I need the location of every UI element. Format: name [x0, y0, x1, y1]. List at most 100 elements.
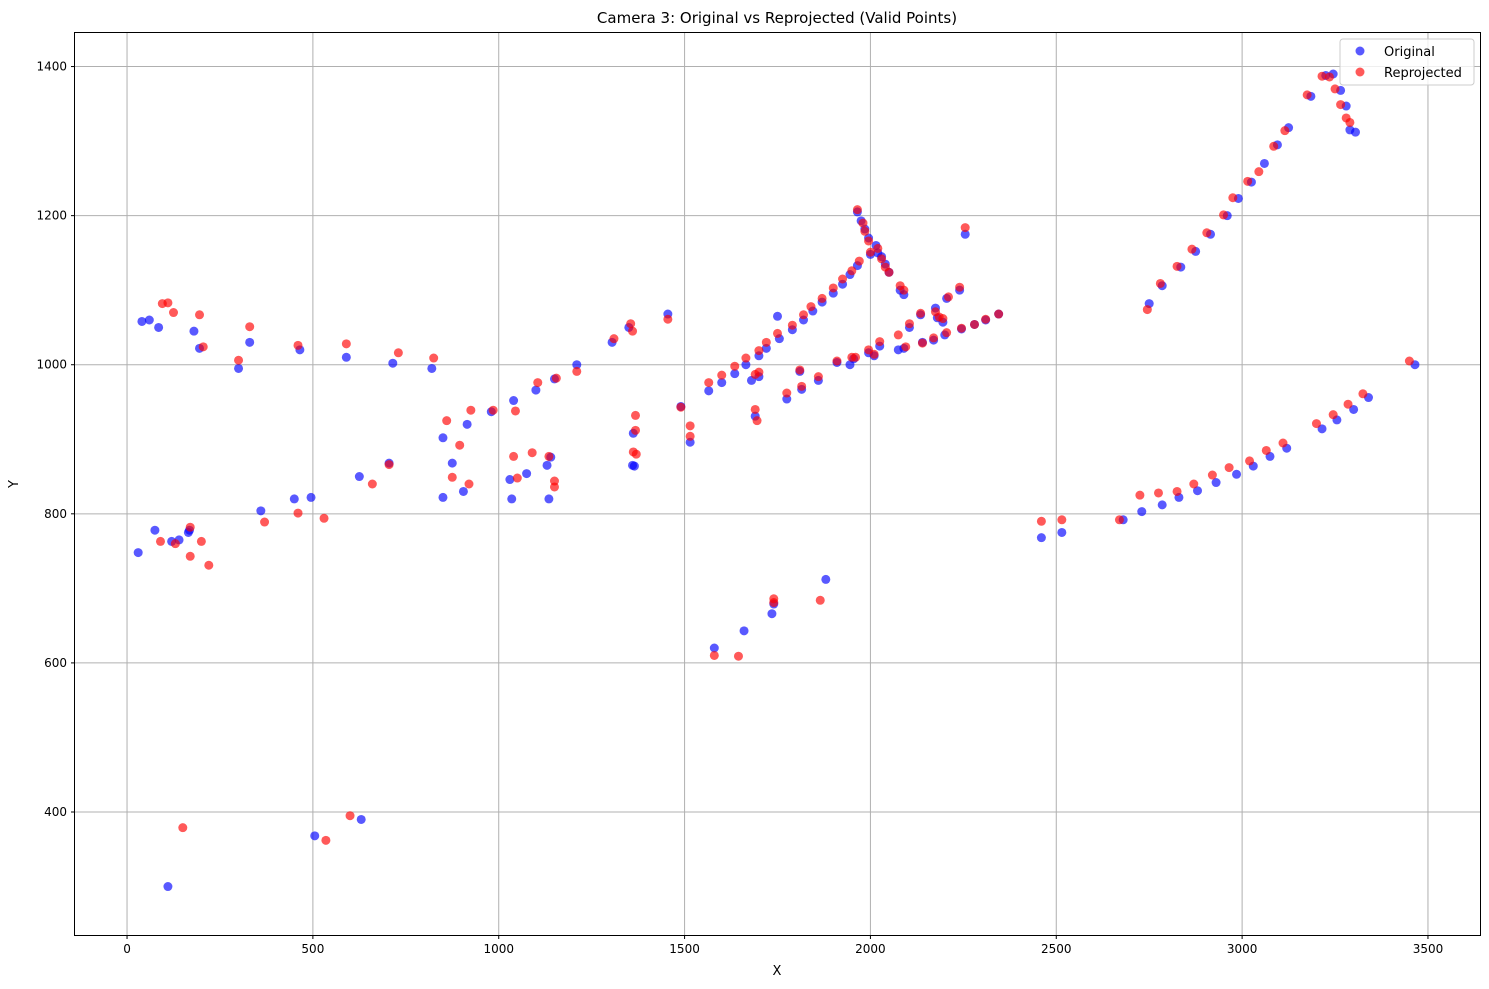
legend-marker-original	[1355, 46, 1365, 56]
y-tick-label: 1400	[36, 60, 67, 74]
reprojected-point	[817, 293, 827, 303]
reprojected-point	[1336, 100, 1346, 110]
reprojected-point	[527, 448, 537, 458]
reprojected-point	[293, 508, 303, 518]
reprojected-point	[754, 367, 764, 377]
reprojected-point	[1311, 419, 1321, 429]
reprojected-point	[455, 440, 465, 450]
reprojected-point	[1228, 193, 1238, 203]
reprojected-point	[663, 314, 673, 324]
reprojected-point	[509, 451, 519, 461]
original-point	[1259, 158, 1269, 168]
original-point	[354, 472, 364, 482]
reprojected-point	[847, 266, 857, 276]
original-point	[234, 363, 244, 373]
reprojected-point	[1036, 516, 1046, 526]
reprojected-point	[1254, 167, 1264, 177]
reprojected-point	[901, 342, 911, 352]
reprojected-point	[813, 372, 823, 382]
reprojected-point	[741, 353, 751, 363]
reprojected-point	[938, 314, 948, 324]
original-point	[730, 369, 740, 379]
y-tick-label: 1000	[36, 358, 67, 372]
original-point	[821, 574, 831, 584]
original-point	[133, 548, 143, 558]
original-point	[447, 458, 457, 468]
original-point	[256, 506, 266, 516]
reprojected-point	[195, 310, 205, 320]
reprojected-point	[572, 366, 582, 376]
reprojected-point	[929, 333, 939, 343]
original-point	[739, 626, 749, 636]
reprojected-point	[752, 416, 762, 426]
grid	[75, 33, 1480, 935]
reprojected-point	[769, 598, 779, 608]
reprojected-point	[1114, 515, 1124, 525]
reprojected-point	[943, 292, 953, 302]
reprojected-point	[838, 274, 848, 284]
original-point	[773, 311, 782, 321]
original-point	[1232, 469, 1242, 479]
reprojected-point	[628, 326, 638, 336]
reprojected-point	[797, 381, 807, 391]
x-tick-label: 3500	[1413, 942, 1444, 956]
reprojected-point	[345, 811, 355, 821]
reprojected-point	[260, 517, 270, 527]
x-tick-label: 2000	[855, 942, 886, 956]
original-point	[289, 494, 299, 504]
reprojected-point	[981, 314, 991, 324]
axis-ticks: 0 500 1000 1500 2000 2500 3000 3500 400 600 800 100…	[36, 60, 1443, 956]
original-point	[505, 475, 515, 485]
reprojected-point	[815, 595, 825, 605]
x-tick-label: 2500	[1041, 942, 1072, 956]
original-point	[717, 378, 727, 388]
original-point	[356, 814, 366, 824]
y-tick-label: 800	[44, 507, 67, 521]
original-point	[341, 352, 351, 362]
original-point	[438, 492, 448, 502]
reprojected-point	[717, 370, 727, 380]
original-point	[189, 326, 199, 336]
original-point	[1350, 127, 1360, 137]
reprojected-point	[321, 835, 331, 845]
original-point	[1137, 507, 1147, 517]
reprojected-point	[869, 349, 879, 359]
original-point	[507, 494, 517, 504]
reprojected-point	[969, 319, 979, 329]
reprojected-point	[442, 416, 452, 426]
reprojected-point	[854, 256, 864, 266]
original-point	[544, 494, 554, 504]
x-tick-label: 500	[301, 942, 324, 956]
reprojected-point	[1324, 72, 1334, 82]
original-point	[458, 486, 468, 496]
x-tick-label: 0	[123, 942, 131, 956]
original-point	[960, 229, 970, 239]
original-point	[522, 469, 532, 479]
reprojected-point	[1224, 463, 1234, 473]
reprojected-point	[626, 319, 636, 329]
reprojected-point	[1187, 244, 1197, 254]
reprojected-point	[685, 421, 695, 431]
legend-box	[1339, 38, 1475, 86]
original-series	[133, 69, 1420, 892]
plot-frame	[74, 32, 1481, 936]
reprojected-point	[676, 402, 686, 412]
reprojected-point	[806, 302, 816, 312]
reprojected-point	[1261, 445, 1271, 455]
original-point	[1211, 478, 1221, 488]
chart-title: Camera 3: Original vs Reprojected (Valid…	[597, 9, 957, 27]
reprojected-point	[245, 322, 255, 332]
original-point	[438, 433, 448, 443]
reprojected-point	[510, 406, 520, 416]
reprojected-point	[799, 310, 809, 320]
reprojected-point	[1245, 456, 1255, 466]
reprojected-point	[865, 247, 875, 257]
reprojected-point	[1280, 126, 1290, 136]
reprojected-point	[873, 243, 883, 253]
reprojected-point	[466, 405, 476, 415]
reprojected-point	[1172, 261, 1182, 271]
reprojected-point	[782, 388, 792, 398]
reprojected-point	[293, 340, 303, 350]
y-tick-label: 600	[44, 656, 67, 670]
original-point	[1157, 500, 1167, 510]
